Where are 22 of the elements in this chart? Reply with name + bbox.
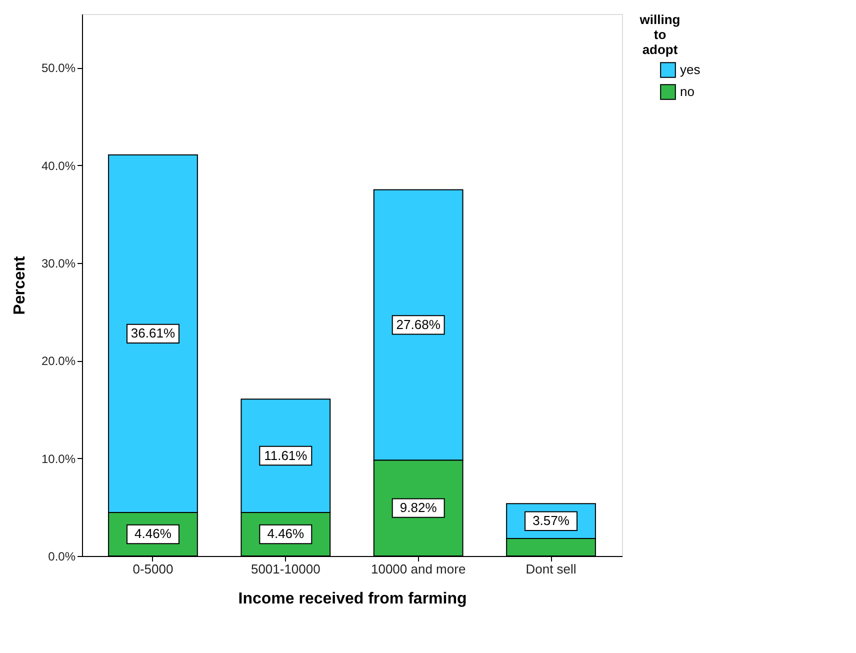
data-label: 11.61% [264, 448, 308, 463]
data-label: 9.82% [400, 500, 438, 516]
y-tick-label: 10.0% [41, 452, 76, 466]
y-tick-label: 30.0% [41, 256, 76, 271]
x-tick-label: 5001-10000 [250, 562, 320, 576]
legend-title: willing to adopt [638, 12, 680, 57]
y-tick-label: 0.0% [48, 550, 76, 564]
data-label: 3.57% [532, 513, 570, 528]
x-tick-label: Dont sell [526, 562, 576, 576]
y-tick-label: 40.0% [41, 158, 76, 173]
legend-label: no [680, 84, 694, 99]
x-tick-label: 0-5000 [132, 562, 174, 576]
x-tick-label: 10000 and more [370, 562, 466, 576]
data-label: 4.46% [267, 526, 305, 542]
y-tick-label: 20.0% [41, 354, 76, 368]
y-axis-title: Percent [11, 255, 28, 315]
y-tick-label: 50.0% [41, 61, 76, 76]
x-axis-title: Income received from farming [238, 590, 467, 608]
data-label: 27.68% [396, 316, 441, 332]
data-label: 36.61% [130, 326, 176, 341]
data-label: 4.46% [134, 526, 172, 542]
legend-label: yes [680, 62, 701, 77]
